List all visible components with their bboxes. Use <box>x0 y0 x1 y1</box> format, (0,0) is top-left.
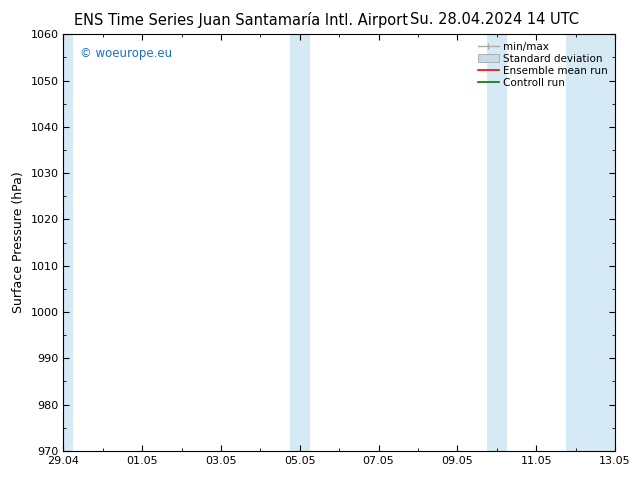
Y-axis label: Surface Pressure (hPa): Surface Pressure (hPa) <box>12 172 25 314</box>
Bar <box>487 34 507 451</box>
Legend: min/max, Standard deviation, Ensemble mean run, Controll run: min/max, Standard deviation, Ensemble me… <box>476 40 610 90</box>
Bar <box>63 34 74 451</box>
Bar <box>566 34 615 451</box>
Text: ENS Time Series Juan Santamaría Intl. Airport: ENS Time Series Juan Santamaría Intl. Ai… <box>74 12 408 28</box>
Bar <box>290 34 309 451</box>
Text: Su. 28.04.2024 14 UTC: Su. 28.04.2024 14 UTC <box>410 12 579 27</box>
Text: © woeurope.eu: © woeurope.eu <box>80 47 172 60</box>
